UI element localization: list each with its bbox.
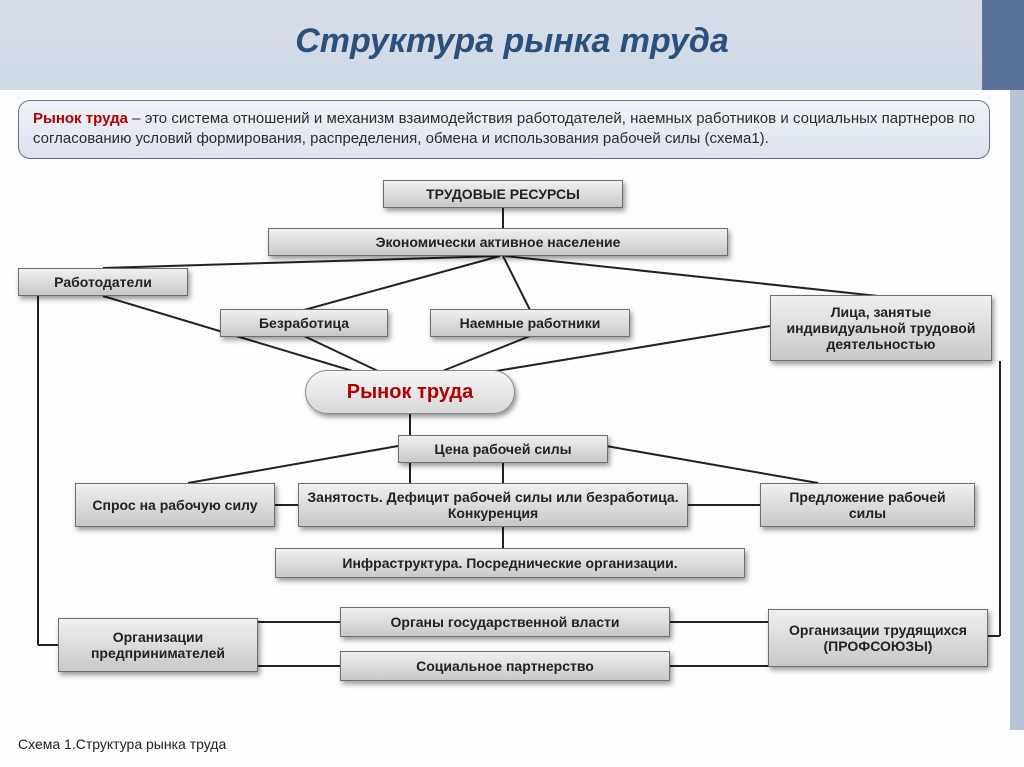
- node-active_pop: Экономически активное население: [268, 228, 728, 256]
- node-market: Рынок труда: [305, 370, 515, 414]
- definition-term: Рынок труда: [33, 110, 128, 127]
- node-social: Социальное партнерство: [340, 651, 670, 681]
- definition-box: Рынок труда – это система отношений и ме…: [18, 100, 990, 159]
- definition-text: – это система отношений и механизм взаим…: [33, 110, 975, 147]
- node-gov: Органы государственной власти: [340, 607, 670, 637]
- node-price: Цена рабочей силы: [398, 435, 608, 463]
- node-hired: Наемные работники: [430, 309, 630, 337]
- node-resources: ТРУДОВЫЕ РЕСУРСЫ: [383, 180, 623, 208]
- node-employers: Работодатели: [18, 268, 188, 296]
- node-demand: Спрос на рабочую силу: [75, 483, 275, 527]
- page-title: Структура рынка труда: [0, 22, 1024, 61]
- node-supply: Предложение рабочей силы: [760, 483, 975, 527]
- node-employment: Занятость. Дефицит рабочей силы или безр…: [298, 483, 688, 527]
- node-selfemp: Лица, занятые индивидуальной трудовой де…: [770, 295, 992, 361]
- side-accent: [1010, 90, 1024, 730]
- node-infra: Инфраструктура. Посреднические организац…: [275, 548, 745, 578]
- node-org_emp: Организации предпринимателей: [58, 618, 258, 672]
- caption: Схема 1.Структура рынка труда: [18, 736, 226, 752]
- node-unions: Организации трудящихся (ПРОФСОЮЗЫ): [768, 609, 988, 667]
- node-unemp: Безработица: [220, 309, 388, 337]
